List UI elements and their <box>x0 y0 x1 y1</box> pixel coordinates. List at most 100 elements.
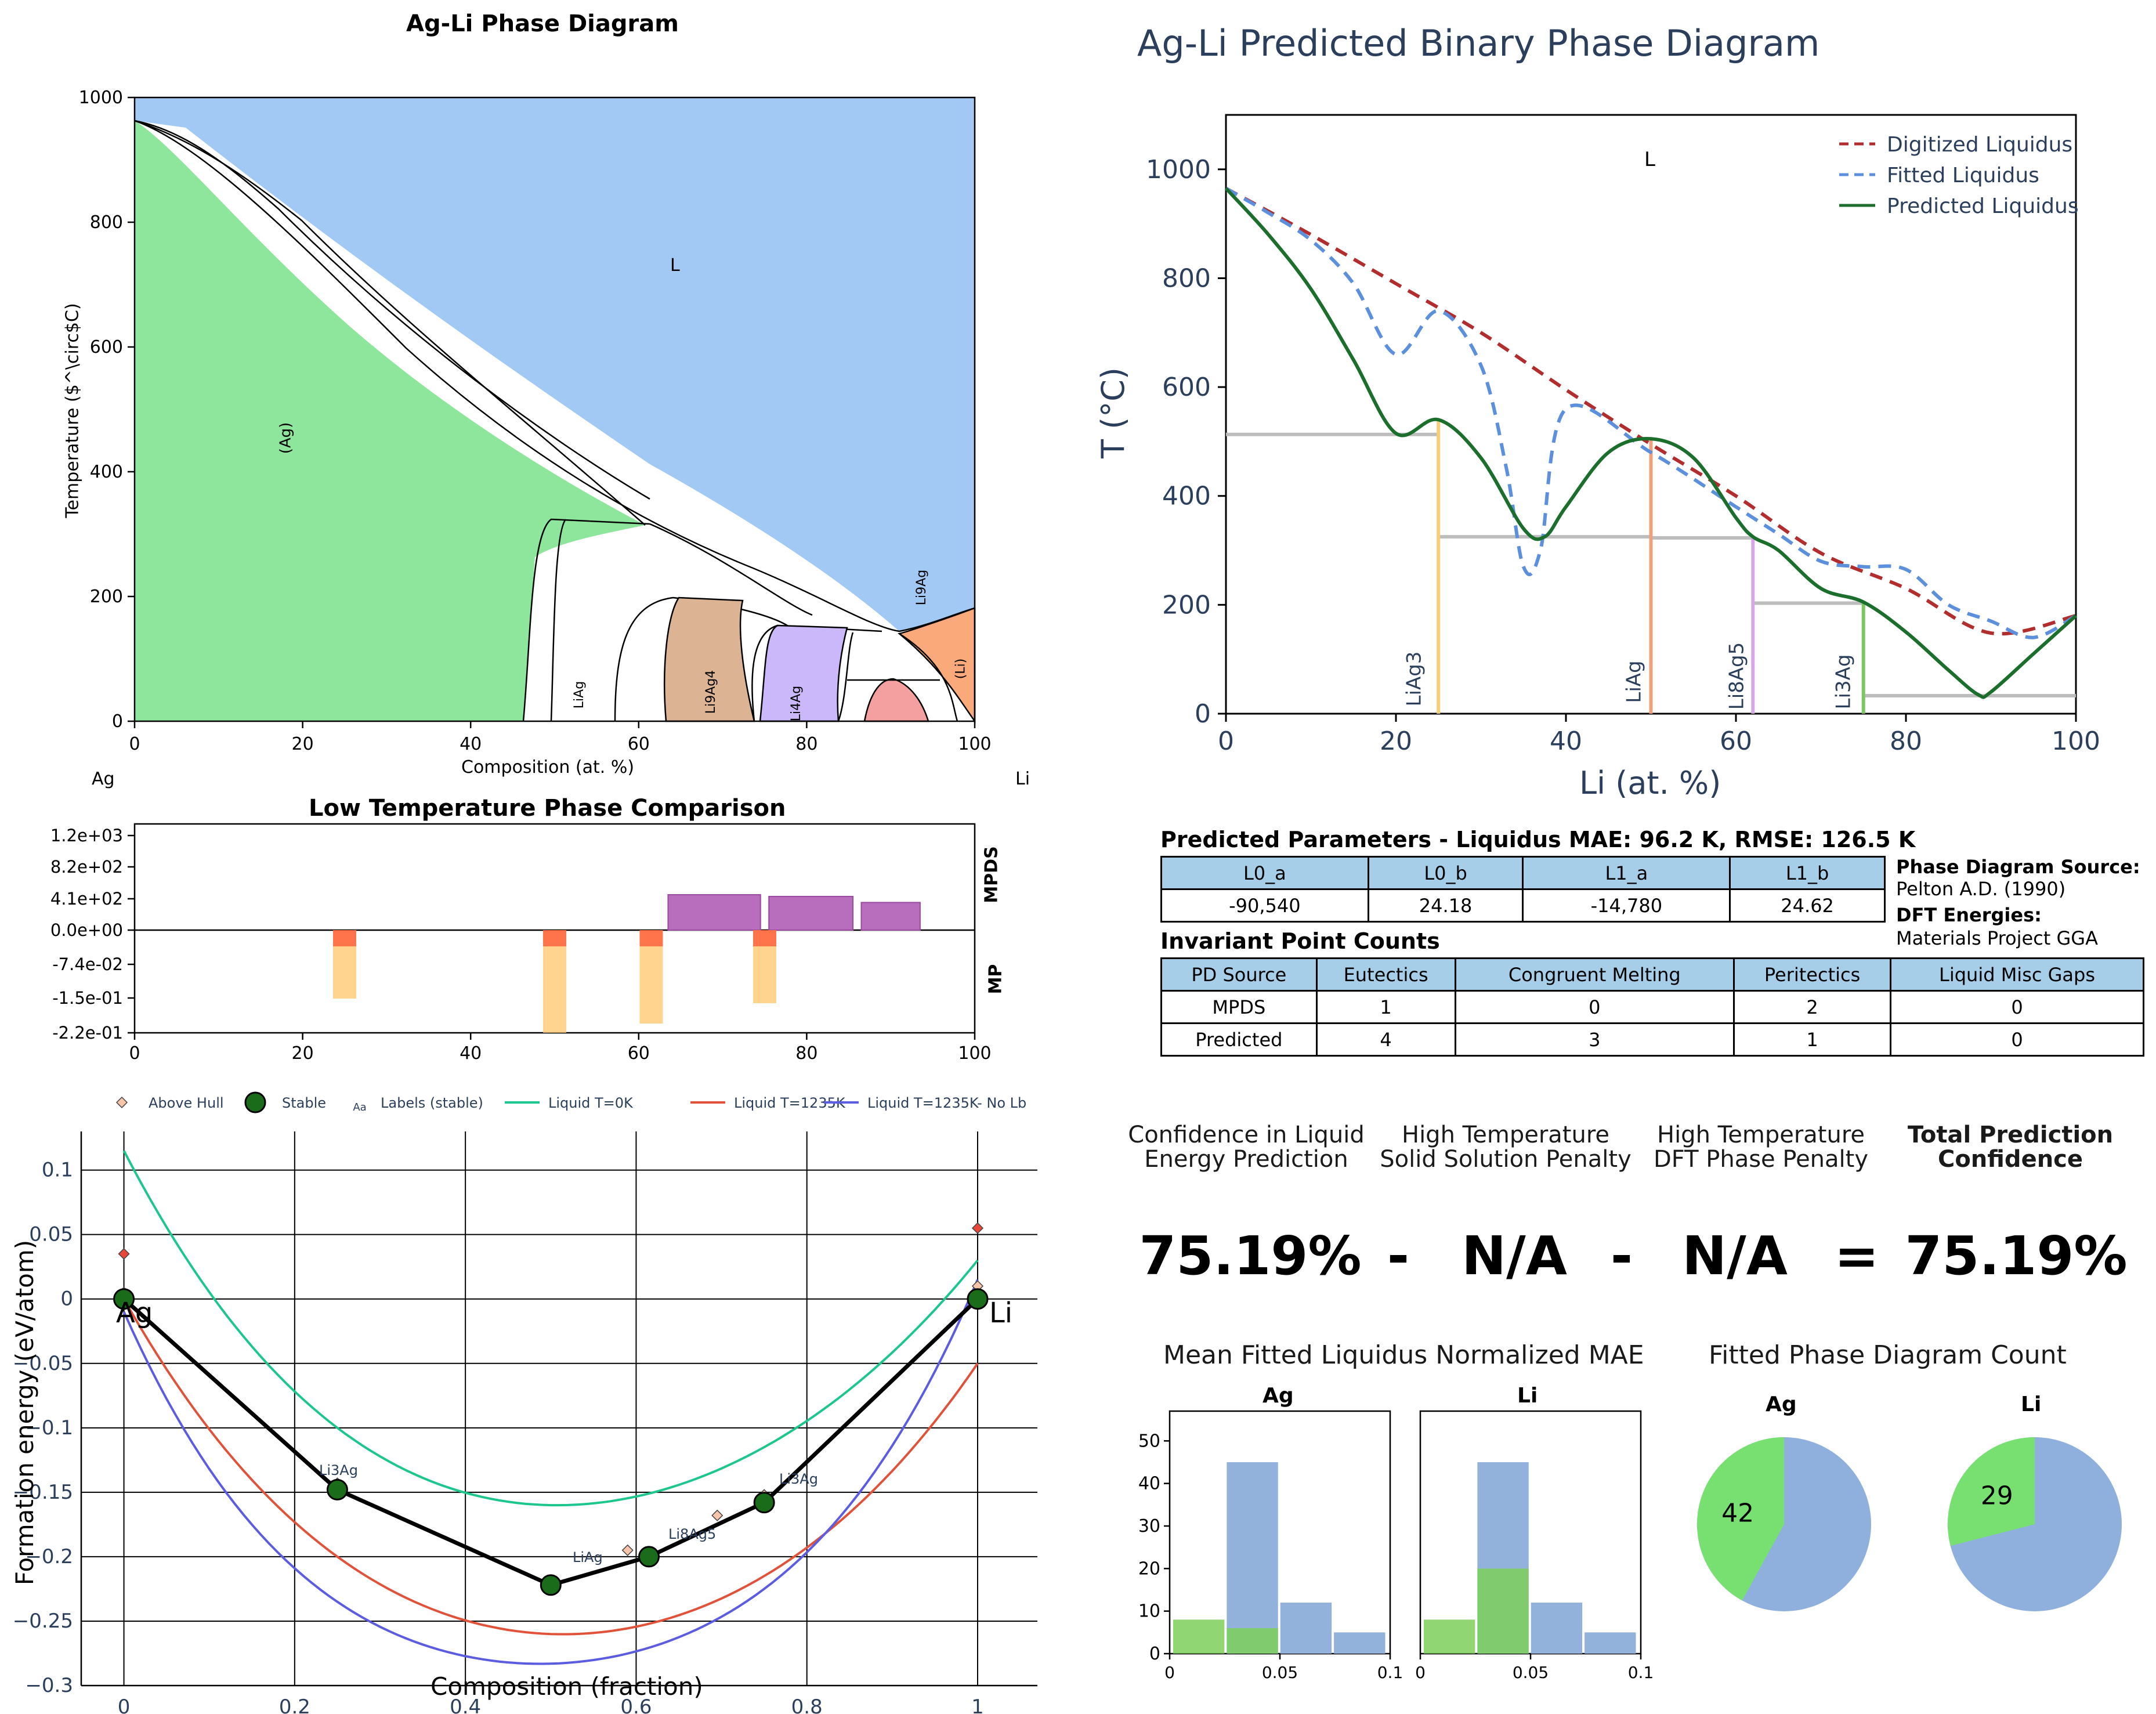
legend-stable <box>244 1091 266 1113</box>
x-tick-label: 0 <box>1218 726 1234 756</box>
y-tick-label: −0.15 <box>13 1481 73 1504</box>
pd-ylabel: Temperature ($^\circ$C) <box>62 303 83 518</box>
hist-bar-blue <box>1280 1603 1332 1654</box>
predicted-compound-liag: LiAg <box>1622 660 1646 703</box>
x-tick-label: 0 <box>129 1043 140 1064</box>
y-tick-label: 1000 <box>79 88 123 108</box>
pies-title: Fitted Phase Diagram Count <box>1709 1340 2067 1370</box>
mpds-bar <box>860 902 921 931</box>
conf-header-2: High Temperature Solid Solution Penalty <box>1380 1122 1632 1173</box>
liquidus-1 <box>1225 187 2077 639</box>
pink-region <box>863 678 929 722</box>
pd-liag-label: LiAg <box>572 681 587 709</box>
params-value: 24.62 <box>1729 888 1886 923</box>
predicted-title: Ag-Li Predicted Binary Phase Diagram <box>1137 22 1820 64</box>
y-tick-label: 0.1 <box>42 1159 73 1182</box>
y-tick-label: 8.2e+02 <box>50 857 123 877</box>
x-tick-label: 0 <box>118 1695 131 1714</box>
lowtemp-chart: 0 20 40 60 80 100 1.2e+03 8.2e+02 4.1e+02 0.0e+0… <box>50 823 992 1064</box>
invariants-table: PD Source Eutectics Congruent Melting Pe… <box>1160 957 2144 1057</box>
hull-line <box>122 1297 979 1588</box>
stable-point <box>326 1478 348 1500</box>
above-hull-point <box>711 1509 724 1521</box>
conf-value-1: 75.19% <box>1139 1225 1362 1287</box>
y-tick-label: 200 <box>90 587 123 607</box>
x-tick-label: 0.8 <box>791 1695 823 1714</box>
above-hull-point <box>971 1222 984 1234</box>
x-tick-label: 0.2 <box>279 1695 310 1714</box>
x-tick-label: 40 <box>460 734 482 754</box>
y-tick-label: −0.2 <box>25 1545 73 1568</box>
x-tick-label: 60 <box>1720 726 1752 756</box>
hist-bar-green <box>1477 1568 1529 1654</box>
hist-bar-blue <box>1227 1462 1278 1654</box>
legend-above-hull <box>115 1096 128 1109</box>
y-tick-label: -7.4e-02 <box>52 954 123 974</box>
x-tick-label: 80 <box>795 734 817 754</box>
params-value: -90,540 <box>1160 888 1369 923</box>
dft-value: Materials Project GGA <box>1896 927 2098 949</box>
x-tick-label: 80 <box>1890 726 1922 756</box>
hist-bar-green <box>1173 1619 1225 1654</box>
legend-label: Labels (stable) <box>381 1095 483 1111</box>
pd-li9ag4-label: Li9Ag4 <box>704 670 719 714</box>
pd-liquid-label: L <box>670 255 680 276</box>
stable-point <box>638 1546 660 1568</box>
above-hull-point <box>621 1544 634 1556</box>
pie-green-slice <box>1697 1437 1784 1601</box>
hull-label-li3ag: Li3Ag <box>319 1462 358 1478</box>
mpds-bar <box>768 895 854 931</box>
bottom-right-charts: 0 0.05 0.1 0 10 20 30 40 50 0 0.05 0.1 42 29 <box>1138 1410 2122 1682</box>
legend-label: Digitized Liquidus <box>1887 133 2072 157</box>
conf-header-3: High Temperature DFT Phase Penalty <box>1653 1122 1869 1173</box>
conf-value-2: N/A <box>1462 1225 1567 1287</box>
stable-point <box>113 1288 135 1310</box>
pd-right-element: Li <box>1015 769 1030 789</box>
y-tick-label: 0 <box>1195 699 1211 729</box>
mp-bar-top <box>333 930 356 946</box>
x-tick-label: 100 <box>2052 726 2100 756</box>
hull-ylabel: Formation energy (eV/atom) <box>10 1239 39 1586</box>
pie-value: 29 <box>1981 1481 2013 1510</box>
hist-ag-title: Ag <box>1263 1384 1294 1408</box>
conf-op-3: = <box>1834 1225 1879 1287</box>
y-tick-label: 0.0e+00 <box>50 920 123 940</box>
predicted-ylabel: T (°C) <box>1095 367 1131 458</box>
x-tick-label: 40 <box>460 1043 482 1064</box>
mp-bar-top <box>639 930 663 946</box>
li-region <box>898 607 976 724</box>
conf-op-1: - <box>1387 1225 1410 1287</box>
params-header: L1_b <box>1729 856 1886 890</box>
inv-cell: 2 <box>1733 990 1892 1024</box>
y-tick-label: 0 <box>1149 1644 1160 1664</box>
liquidus-2 <box>1224 187 2078 699</box>
hist-bar-green <box>1424 1619 1475 1654</box>
x-tick-label: 0 <box>129 734 140 754</box>
liquid-curve <box>122 1298 979 1636</box>
inv-cell: 0 <box>1454 990 1735 1024</box>
conf-header-4: Total Prediction Confidence <box>1907 1122 2114 1173</box>
mp-bar-top <box>753 930 776 946</box>
stable-point <box>540 1574 562 1596</box>
source-value: Pelton A.D. (1990) <box>1896 878 2066 900</box>
pd-li-label: (Li) <box>953 658 968 679</box>
mp-bar <box>543 930 566 1033</box>
hull-xlabel: Composition (fraction) <box>431 1672 703 1701</box>
above-hull-point <box>118 1247 130 1260</box>
y-tick-label: 0.05 <box>29 1223 73 1246</box>
x-tick-label: 0.05 <box>1513 1663 1549 1682</box>
dft-label: DFT Energies: <box>1896 904 2042 926</box>
stable-point <box>753 1492 775 1514</box>
predicted-compound-li8ag5: Li8Ag5 <box>1725 642 1749 710</box>
predicted-xlabel: Li (at. %) <box>1579 765 1721 801</box>
hist-li-title: Li <box>1517 1384 1538 1408</box>
x-tick-label: 0.05 <box>1262 1663 1298 1682</box>
predicted-compound-li3ag: Li3Ag <box>1832 654 1855 710</box>
legend-label: Liquid T=0K <box>548 1095 634 1111</box>
mpds-bar <box>667 894 761 931</box>
conf-value-3: N/A <box>1682 1225 1788 1287</box>
x-tick-label: 60 <box>628 734 650 754</box>
pie-ag-title: Ag <box>1766 1393 1797 1416</box>
lowtemp-label-top: MPDS <box>981 846 1002 903</box>
y-tick-label: 4.1e+02 <box>50 889 123 909</box>
